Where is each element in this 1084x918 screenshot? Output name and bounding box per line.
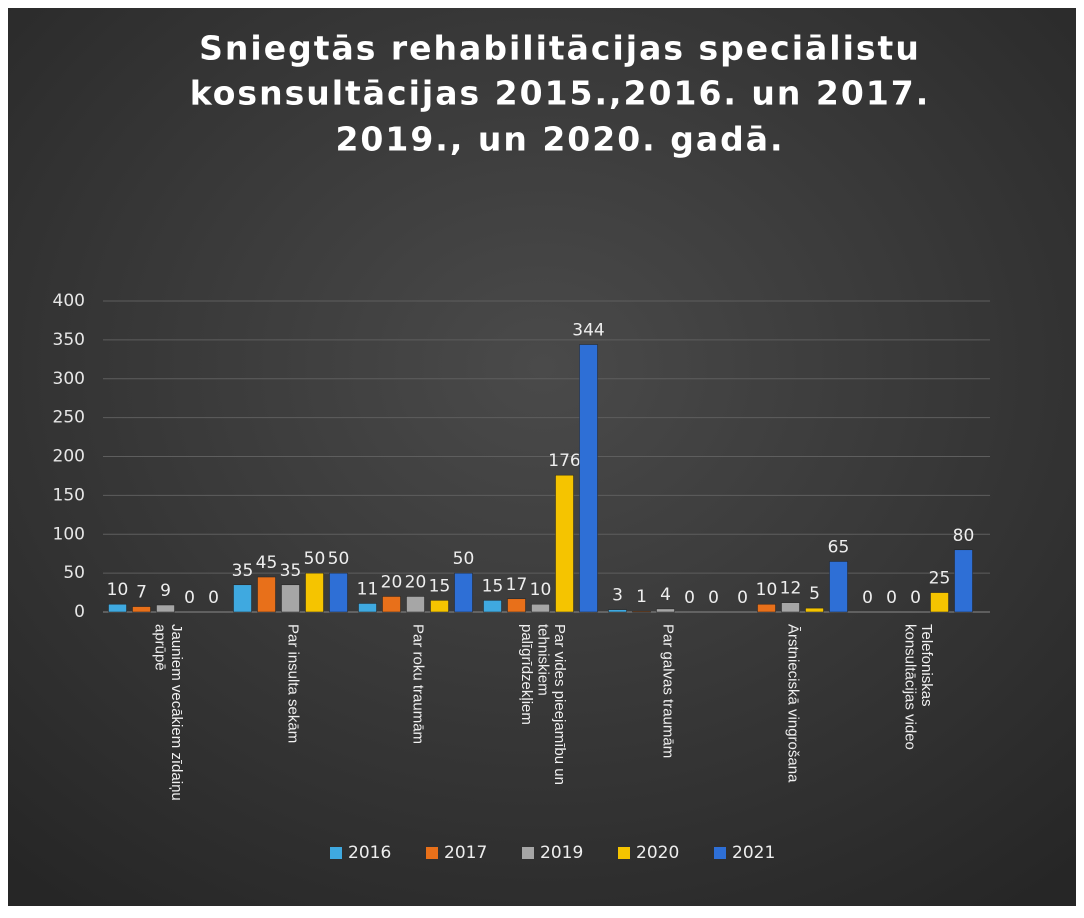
bar: [406, 596, 425, 613]
bar: [930, 592, 949, 613]
bar: [132, 606, 151, 613]
bar: [531, 603, 550, 613]
x-tick-label: Jauniem vecākiem zīdaiņuaprūpē: [151, 624, 185, 801]
bar: [233, 584, 252, 613]
data-label: 10: [107, 580, 129, 600]
data-label: 3: [612, 586, 623, 606]
legend-label: 2016: [348, 843, 391, 863]
x-tick-label: Telefoniskaskonsultācijas video: [901, 624, 935, 750]
bar: [382, 596, 401, 613]
bar: [829, 561, 848, 613]
data-label: 35: [232, 561, 254, 581]
chart-title: kosnsultācijas 2015.,2016. un 2017.: [190, 74, 931, 113]
data-label: 11: [357, 579, 379, 599]
data-label: 4: [660, 585, 671, 605]
data-label: 25: [929, 569, 951, 589]
bar: [483, 600, 502, 613]
data-label: 35: [280, 561, 302, 581]
chart-title: Sniegtās rehabilitācijas speciālistu: [199, 29, 921, 68]
data-label: 0: [910, 588, 921, 608]
data-label: 1: [636, 587, 647, 607]
bar: [632, 610, 651, 613]
x-tick-label: Par vides pieejamību untehniskiempalīgrī…: [518, 624, 568, 785]
data-label: 0: [684, 588, 695, 608]
bar: [555, 474, 574, 613]
data-label: 50: [328, 549, 350, 569]
legend-swatch: [330, 847, 342, 859]
data-label: 80: [953, 526, 975, 546]
data-label: 10: [530, 580, 552, 600]
legend-swatch: [522, 847, 534, 859]
x-tick-label: Par roku traumām: [410, 624, 427, 744]
data-label: 50: [453, 549, 475, 569]
data-label: 9: [160, 581, 171, 601]
data-label: 12: [780, 579, 802, 599]
y-tick-label: 350: [53, 330, 85, 350]
x-tick-label: Ārstnieciskā vingrošana: [785, 624, 802, 783]
data-label: 50: [304, 549, 326, 569]
bar: [579, 344, 598, 613]
data-label: 0: [886, 588, 897, 608]
bar: [954, 549, 973, 613]
bar: [108, 603, 127, 613]
y-tick-label: 400: [53, 291, 85, 311]
bar: [608, 609, 627, 613]
data-label: 17: [506, 575, 528, 595]
data-label: 10: [756, 580, 778, 600]
bar: [305, 572, 324, 613]
y-tick-label: 150: [53, 485, 85, 505]
bar: [358, 603, 377, 613]
x-tick-label: Par insulta sekām: [285, 624, 302, 743]
data-label: 15: [429, 576, 451, 596]
data-label: 15: [482, 576, 504, 596]
legend-label: 2017: [444, 843, 487, 863]
y-tick-label: 250: [53, 408, 85, 428]
legend-swatch: [618, 847, 630, 859]
y-tick-label: 0: [74, 602, 85, 622]
data-label: 0: [862, 588, 873, 608]
y-tick-label: 300: [53, 369, 85, 389]
data-label: 45: [256, 553, 278, 573]
bar: [430, 600, 449, 613]
data-label: 176: [548, 451, 580, 471]
bar: [454, 572, 473, 613]
legend-label: 2019: [540, 843, 583, 863]
data-label: 20: [381, 572, 403, 592]
data-label: 5: [809, 584, 820, 604]
data-label: 0: [737, 588, 748, 608]
bar: [781, 602, 800, 613]
bar: [329, 572, 348, 613]
data-label: 0: [184, 588, 195, 608]
data-label: 65: [828, 537, 850, 557]
bar: [257, 576, 276, 613]
data-label: 0: [208, 588, 219, 608]
y-tick-label: 200: [53, 447, 85, 467]
data-label: 0: [708, 588, 719, 608]
y-tick-label: 100: [53, 524, 85, 544]
bar: [156, 604, 175, 613]
x-tick-label: Par galvas traumām: [660, 624, 677, 758]
data-label: 344: [572, 321, 604, 341]
bar: [805, 607, 824, 613]
legend-label: 2020: [636, 843, 679, 863]
legend-swatch: [714, 847, 726, 859]
legend-label: 2021: [732, 843, 775, 863]
data-label: 7: [136, 583, 147, 603]
bar: [757, 603, 776, 613]
bar: [656, 608, 675, 613]
y-tick-label: 50: [63, 563, 85, 583]
bar: [281, 584, 300, 613]
chart-title: 2019., un 2020. gadā.: [335, 120, 784, 159]
data-label: 20: [405, 572, 427, 592]
legend-swatch: [426, 847, 438, 859]
bar: [507, 598, 526, 613]
